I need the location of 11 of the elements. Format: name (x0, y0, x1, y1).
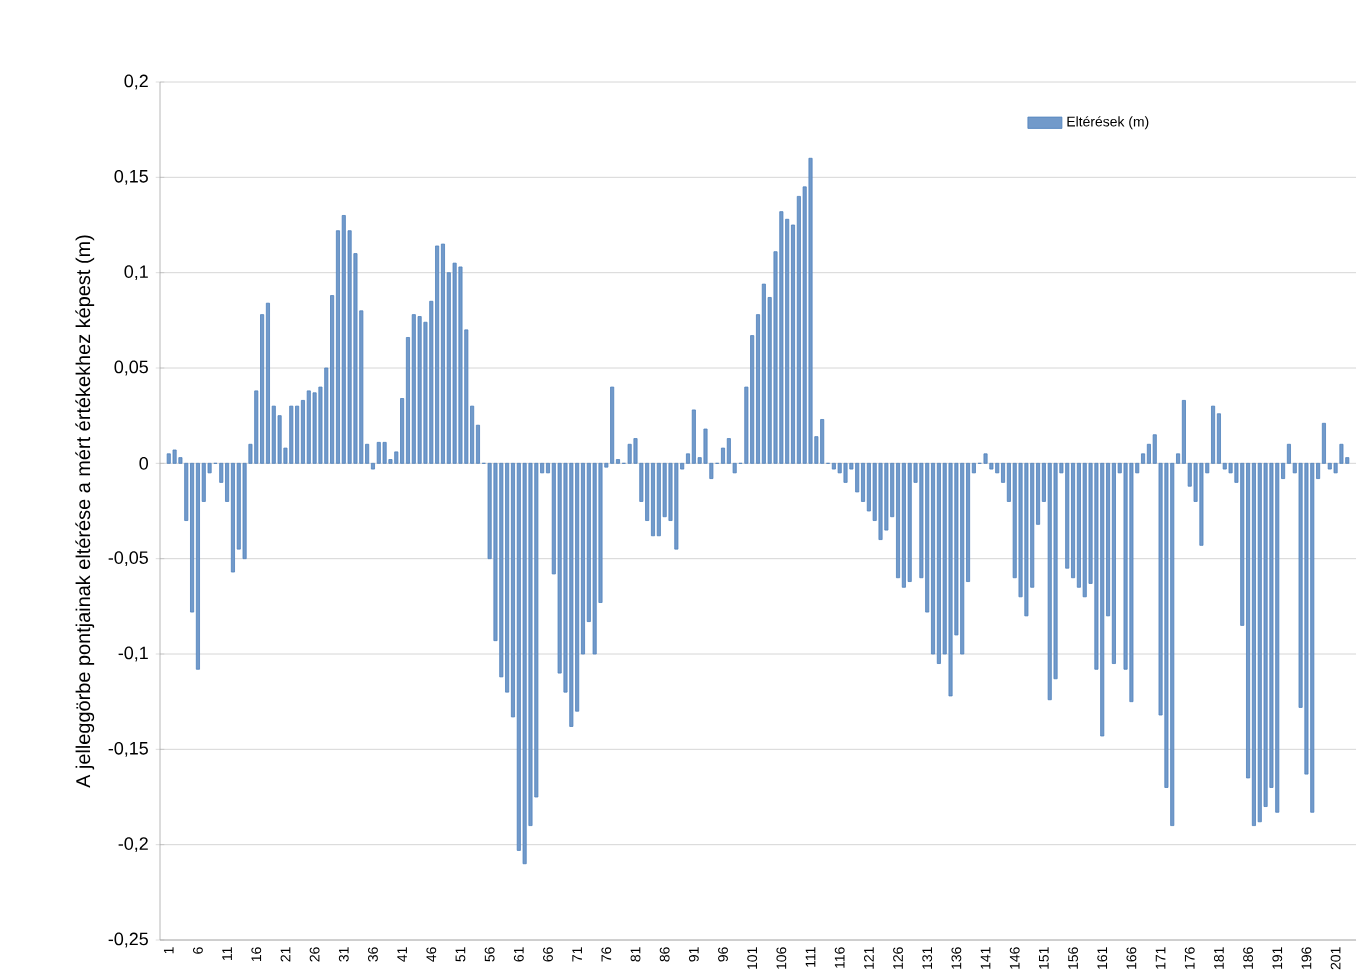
y-tick-label: -0,2 (118, 837, 148, 853)
y-tick-label: 0 (139, 456, 149, 470)
y-tick-label: 0,15 (114, 169, 148, 185)
y-tick-label: 0,2 (124, 74, 148, 90)
y-tick-label: -0,1 (118, 646, 148, 662)
y-axis-title: A jelleggörbe pontjainak eltérése a mért értékekhez képest (m) (75, 235, 95, 788)
y-tick-label: -0,25 (108, 932, 148, 948)
y-tick-label: -0,05 (108, 551, 148, 567)
y-tick-label: -0,15 (108, 741, 148, 757)
y-tick-label: 0,05 (114, 360, 148, 376)
y-tick-label: 0,1 (124, 265, 148, 281)
